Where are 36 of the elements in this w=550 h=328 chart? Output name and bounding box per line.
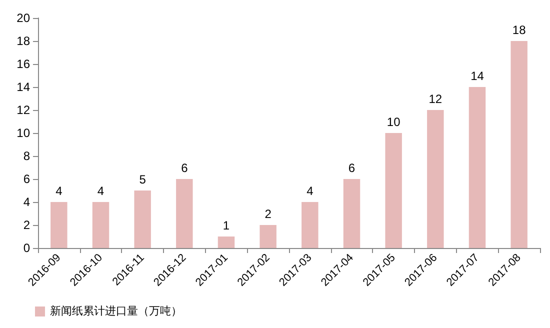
data-label: 6 — [348, 161, 356, 175]
y-tick-label: 2 — [23, 218, 30, 232]
bar — [260, 225, 276, 248]
bar — [302, 202, 318, 248]
bar — [134, 190, 151, 248]
data-label: 18 — [512, 23, 526, 37]
data-label: 5 — [139, 172, 146, 186]
data-label: 14 — [470, 69, 484, 83]
legend-label: 新闻纸累计进口量（万吨） — [50, 304, 182, 318]
bar — [50, 202, 68, 248]
y-tick-label: 10 — [16, 126, 30, 140]
y-tick-label: 4 — [23, 195, 30, 209]
data-label: 1 — [222, 218, 230, 232]
data-label: 2 — [264, 207, 272, 221]
bar — [343, 179, 360, 248]
bar — [176, 179, 193, 248]
data-label: 4 — [306, 184, 314, 198]
data-label: 12 — [428, 92, 442, 106]
bar — [510, 41, 528, 248]
y-tick-label: 8 — [23, 149, 30, 163]
bar — [92, 202, 110, 248]
bar — [218, 236, 235, 248]
data-label: 6 — [181, 161, 188, 175]
y-tick-label: 12 — [16, 103, 30, 117]
bar — [427, 110, 444, 248]
data-label: 4 — [97, 184, 104, 198]
y-tick-label: 20 — [16, 11, 30, 25]
y-tick-label: 6 — [23, 172, 30, 186]
bar — [385, 133, 402, 248]
data-label: 4 — [56, 184, 63, 198]
y-tick-label: 18 — [16, 34, 30, 48]
y-tick-label: 16 — [16, 57, 30, 71]
data-label: 10 — [386, 115, 401, 129]
y-tick-label: 14 — [16, 80, 30, 94]
bar — [468, 87, 486, 248]
y-tick-label: 0 — [23, 241, 30, 255]
